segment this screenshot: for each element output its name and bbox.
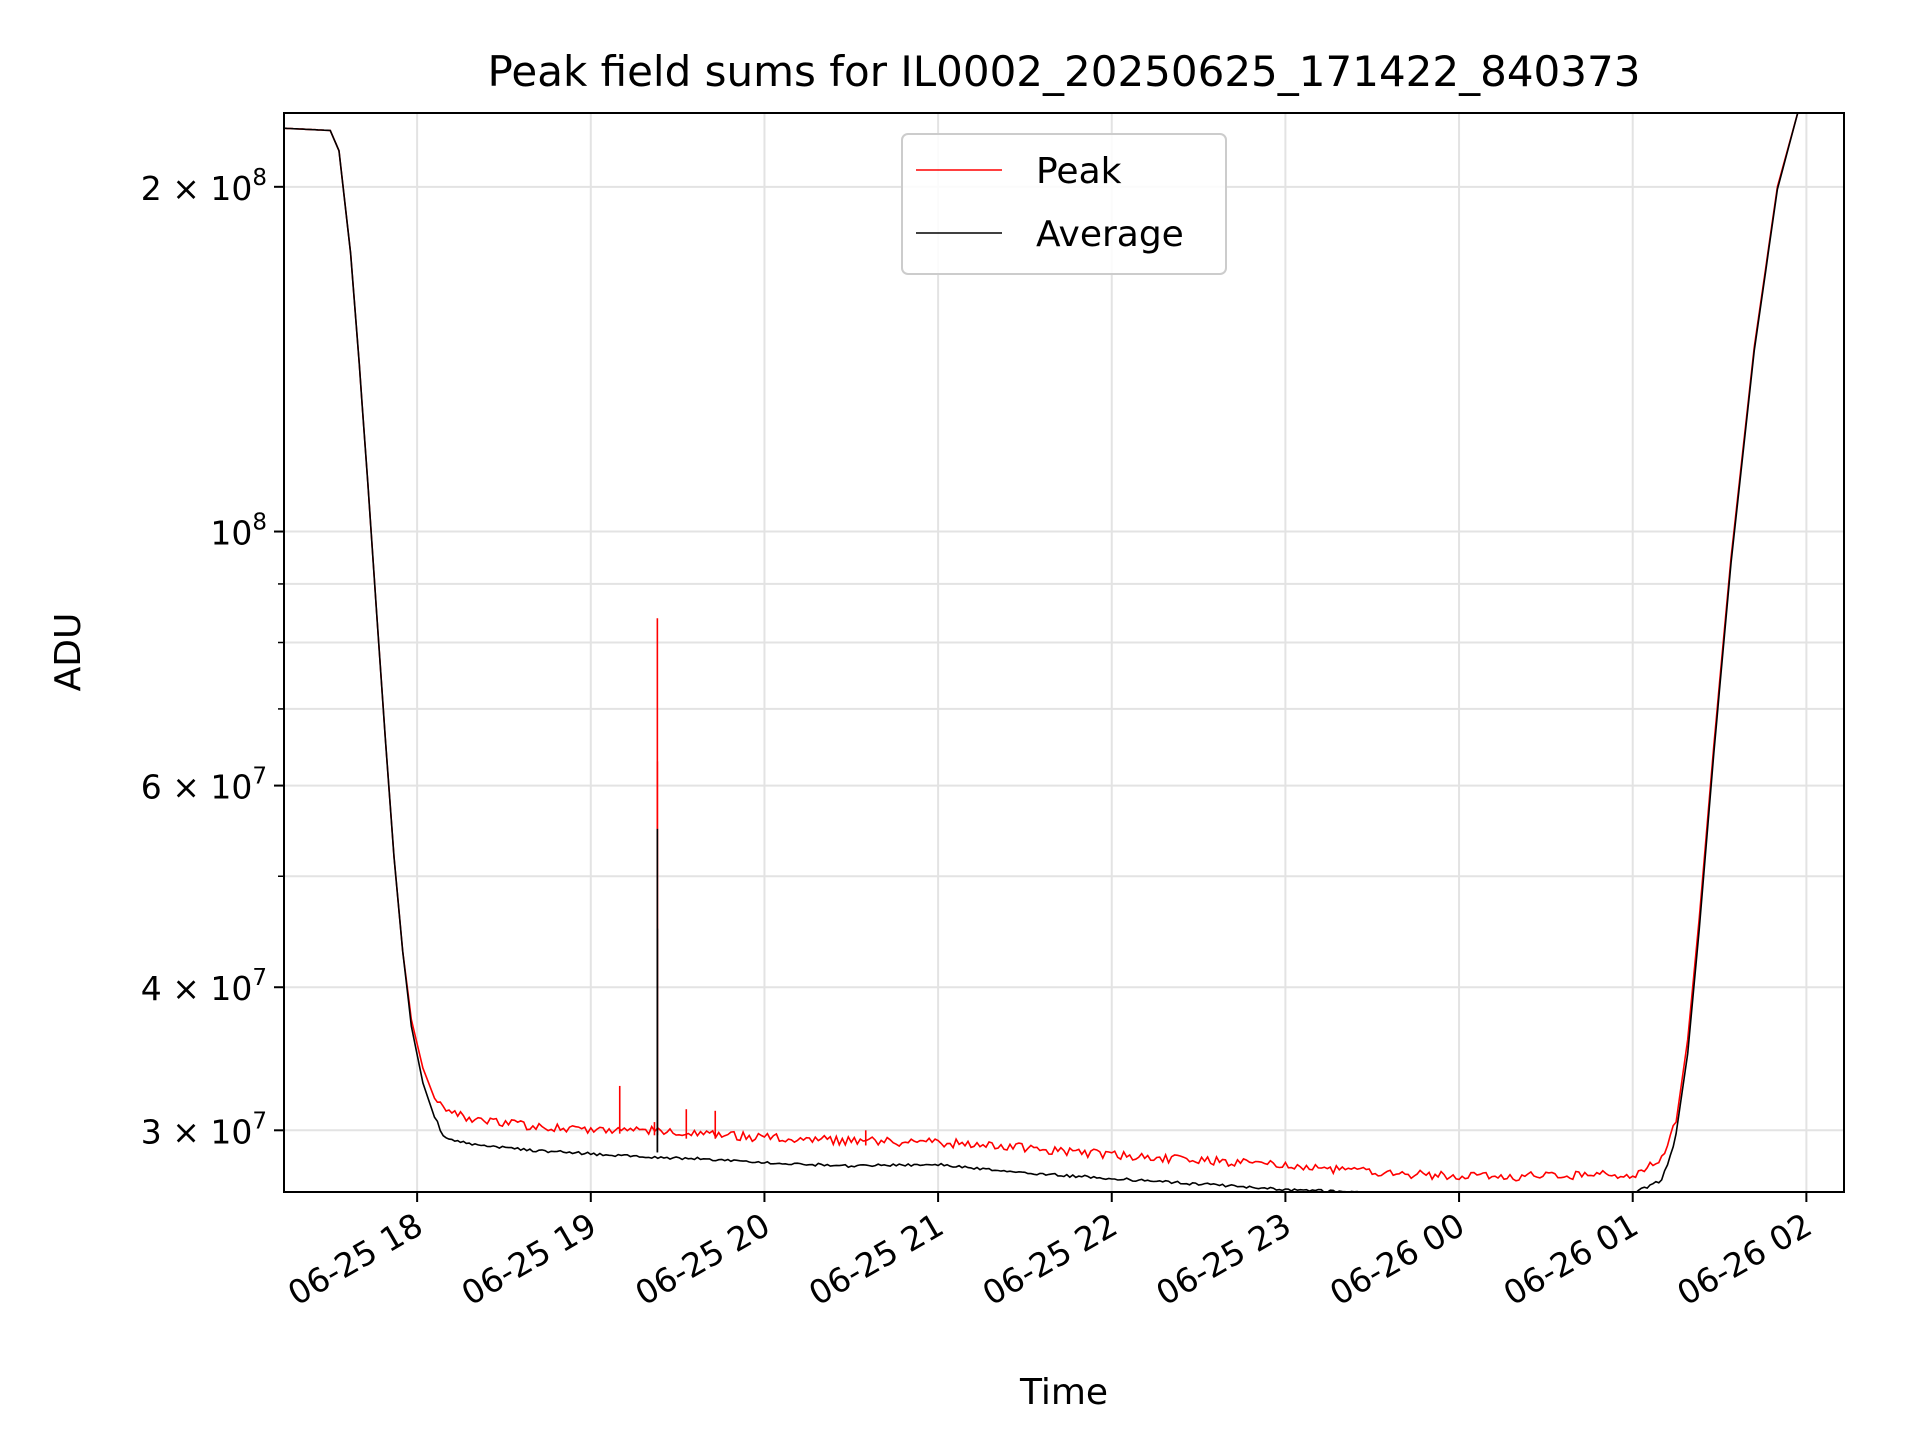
series-average-line	[284, 113, 1799, 1192]
legend-peak-label: Peak	[1036, 151, 1122, 192]
series-layer	[284, 113, 1799, 1192]
x-axis-label: Time	[1019, 1372, 1108, 1413]
y-axis-label: ADU	[48, 613, 89, 692]
series-peak-line	[284, 113, 1799, 1182]
legend: Peak Average	[901, 133, 1227, 275]
y-tick-label: 6 × 107	[141, 764, 267, 807]
legend-box	[901, 133, 1227, 275]
y-tick-label: 4 × 107	[141, 965, 267, 1008]
y-tick-label: 3 × 107	[141, 1108, 267, 1151]
y-tick-label: 2 × 108	[141, 165, 267, 208]
chart-title: Peak field sums for IL0002_20250625_1714…	[488, 47, 1641, 96]
legend-average-label: Average	[1036, 214, 1184, 255]
plot-frame	[283, 112, 1845, 1193]
